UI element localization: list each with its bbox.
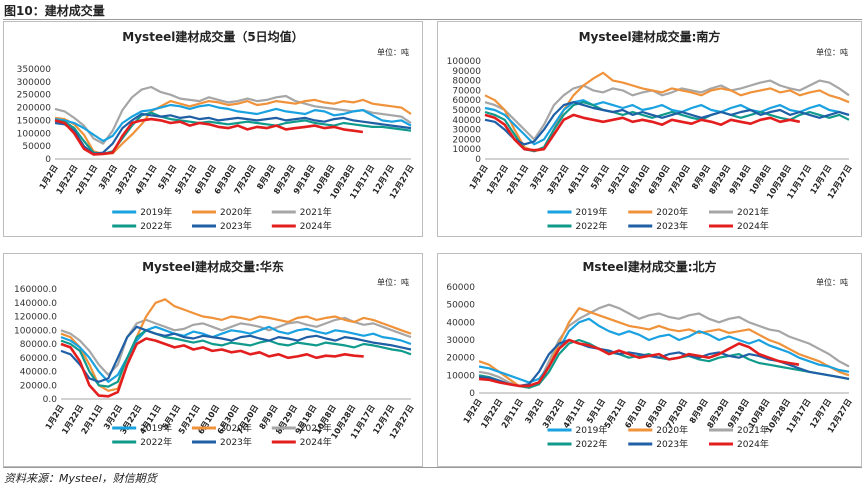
y-tick-label: 60000 (452, 96, 481, 106)
series-line-2024年 (484, 113, 801, 152)
y-tick-label: 90000 (452, 67, 481, 77)
series-line-2023年 (60, 325, 412, 383)
chart-frame (437, 253, 862, 467)
y-tick-label: 60000 (446, 283, 475, 293)
y-tick-label: 50000 (452, 106, 481, 116)
legend-label: 2019年 (576, 424, 608, 436)
y-tick-label: 80000.0 (20, 340, 57, 350)
unit-label: 单位：吨 (377, 47, 409, 57)
y-tick-label: 300000 (17, 78, 52, 88)
bottom-divider (3, 467, 862, 468)
legend-label: 2021年 (737, 206, 769, 218)
chart-title: Mysteel建材成交量:华东 (142, 259, 284, 274)
y-tick-label: 0 (469, 389, 475, 399)
series-line-2022年 (60, 329, 412, 388)
legend-label: 2024年 (300, 220, 332, 232)
y-tick-label: 20000 (446, 354, 475, 364)
legend-label: 2024年 (300, 436, 332, 448)
legend-label: 2022年 (576, 438, 608, 450)
series-line-2021年 (484, 79, 850, 141)
figure-title: 图10：建材成交量 (4, 4, 105, 18)
chart-panel-north: Msteel建材成交量:北方单位：吨 0 10000 20000 30000 40000 5… (437, 253, 862, 467)
legend-label: 2020年 (220, 206, 252, 218)
legend-label: 2021年 (300, 422, 332, 434)
legend-label: 2021年 (737, 424, 769, 436)
y-tick-label: 30000 (446, 336, 475, 346)
y-tick-label: 250000 (17, 91, 52, 101)
chart-panel-total: Mysteel建材成交量（5日均值） 单位：吨 0 50000 100000 150000… (3, 21, 423, 237)
series-line-2024年 (60, 337, 364, 398)
y-tick-label: 150000 (17, 116, 52, 126)
y-tick-label: 0 (475, 155, 481, 165)
y-tick-label: 100000 (17, 129, 52, 139)
chart-title: Mysteel建材成交量:南方 (579, 29, 721, 44)
y-tick-label: 140000.0 (14, 299, 57, 309)
chart-panel-south: Mysteel建材成交量:南方单位：吨 0 10000 20000 30000 40000… (437, 21, 862, 237)
y-tick-label: 80000 (452, 77, 481, 87)
y-tick-label: 50000 (446, 301, 475, 311)
legend-label: 2022年 (140, 436, 172, 448)
y-tick-label: 100000 (447, 57, 482, 67)
legend-label: 2020年 (220, 422, 252, 434)
legend-label: 2023年 (656, 220, 688, 232)
chart-frame (3, 21, 423, 237)
y-tick-label: 100000.0 (14, 326, 57, 336)
series-line-2024年 (478, 338, 800, 388)
chart-title: Msteel建材成交量:北方 (582, 259, 716, 274)
y-tick-label: 10000 (446, 371, 475, 381)
y-tick-label: 0.0 (43, 395, 58, 405)
y-tick-label: 30000 (452, 126, 481, 136)
y-tick-label: 20000 (452, 135, 481, 145)
source-note: 资料来源：Mysteel，财信期货 (4, 472, 157, 485)
chart-frame (3, 253, 423, 467)
y-tick-label: 60000.0 (20, 354, 57, 364)
legend-label: 2024年 (737, 438, 769, 450)
legend-label: 2019年 (576, 206, 608, 218)
y-tick-label: 160000.0 (14, 285, 57, 295)
chart-frame (437, 21, 862, 237)
y-tick-label: 70000 (452, 86, 481, 96)
y-tick-label: 200000 (17, 104, 52, 114)
y-tick-label: 0 (45, 155, 51, 165)
legend-label: 2019年 (140, 206, 172, 218)
chart-title: Mysteel建材成交量（5日均值） (122, 29, 303, 44)
top-divider (3, 19, 862, 20)
y-tick-label: 40000 (452, 116, 481, 126)
legend-label: 2023年 (220, 220, 252, 232)
series-line-2024年 (54, 117, 364, 156)
legend-label: 2022年 (140, 220, 172, 232)
series-line-2019年 (60, 325, 412, 383)
legend-label: 2020年 (656, 424, 688, 436)
legend-label: 2020年 (656, 206, 688, 218)
legend-label: 2023年 (656, 438, 688, 450)
y-tick-label: 40000.0 (20, 368, 57, 378)
unit-label: 单位：吨 (816, 47, 848, 57)
y-tick-label: 350000 (17, 65, 52, 75)
y-tick-label: 10000 (452, 145, 481, 155)
series-line-2019年 (484, 99, 850, 146)
chart-panel-east: Mysteel建材成交量:华东单位：吨 0.0 20000.0 40000.0 6000… (3, 253, 423, 467)
series-line-2023年 (484, 101, 850, 146)
legend-label: 2024年 (737, 220, 769, 232)
chart-svg: Mysteel建材成交量（5日均值） 单位：吨 0 50000 100000 150000… (3, 21, 423, 237)
legend-label: 2022年 (576, 220, 608, 232)
legend-label: 2023年 (220, 436, 252, 448)
y-tick-label: 50000 (22, 142, 51, 152)
y-tick-label: 120000.0 (14, 313, 57, 323)
series-line-2019年 (54, 103, 412, 143)
legend-label: 2021年 (300, 206, 332, 218)
series-line-2019年 (478, 317, 850, 384)
y-tick-label: 40000 (446, 318, 475, 328)
legend-label: 2019年 (140, 422, 172, 434)
unit-label: 单位：吨 (816, 277, 848, 287)
unit-label: 单位：吨 (377, 277, 409, 287)
series-line-2023年 (54, 112, 412, 155)
y-tick-label: 20000.0 (20, 381, 57, 391)
